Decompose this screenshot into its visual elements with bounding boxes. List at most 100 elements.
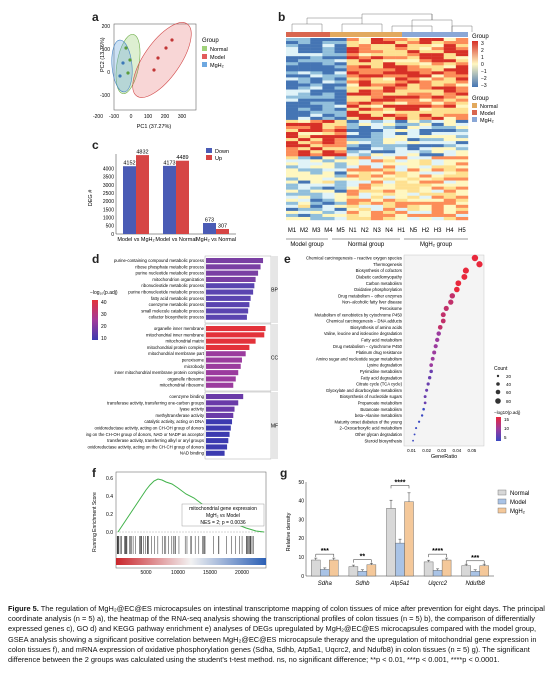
heatmap-cell [310, 104, 323, 108]
go-bar [206, 351, 246, 357]
heatmap-cell [310, 77, 323, 81]
heatmap-cell [322, 74, 335, 78]
heatmap-cell [419, 71, 432, 75]
heatmap-cell [383, 74, 396, 78]
panel-b-heatmap: Group 3 2 1 0 −1 −2 −3 Group Normal Mode… [286, 13, 498, 248]
heatmap-cell [310, 80, 323, 84]
gsea-frame [115, 471, 267, 569]
heatmap-cell [334, 41, 347, 45]
heatmap-cell [310, 201, 323, 206]
heatmap-cell [395, 156, 408, 160]
heatmap-cell [358, 80, 372, 84]
heatmap-cell [346, 38, 359, 42]
sample-label: N4 [385, 228, 393, 234]
heatmap-cell [310, 135, 323, 139]
heatmap-cell [358, 138, 372, 142]
kegg-dot [461, 273, 468, 280]
heatmap-cell [395, 113, 408, 118]
heatmap-cell [383, 183, 396, 187]
heatmap-cell [286, 153, 299, 157]
heatmap-cell [455, 77, 469, 81]
significance-mark: ** [360, 554, 366, 561]
heatmap-cell [334, 177, 347, 181]
heatmap-cell [334, 80, 347, 84]
heatmap-cell [455, 71, 469, 75]
heatmap-cell [322, 59, 335, 63]
deg-ytick: 3000 [103, 183, 114, 189]
sample-label: H5 [458, 228, 466, 234]
heatmap-cell [298, 171, 311, 175]
sample-label: N2 [361, 228, 369, 234]
heatmap-cell [310, 71, 323, 75]
count-legend-dot [495, 398, 501, 404]
heatmap-cell [346, 171, 359, 175]
heatmap-cell [455, 159, 469, 163]
sample-label: H2 [422, 228, 430, 234]
gene-label: Sdhb [355, 581, 370, 587]
heatmap-cell [310, 210, 323, 215]
deg-ytick: 500 [106, 224, 115, 230]
heatmap-cell [370, 183, 384, 187]
heatmap-cell [334, 59, 347, 63]
heatmap-scale: Group 3 2 1 0 −1 −2 −3 Group Normal Mode… [472, 34, 498, 124]
heatmap-cell [383, 207, 396, 212]
density-bar [348, 566, 359, 577]
heatmap-cell [334, 71, 347, 75]
deg-ytick: 3500 [103, 175, 114, 181]
heatmap-cell [431, 116, 444, 121]
kegg-term-label: Pyrimidine metabolism [360, 369, 403, 374]
heatmap-cell [395, 213, 408, 218]
heatmap-cell [298, 101, 311, 105]
kegg-term-label: Platinum drug resistance [356, 350, 403, 355]
go-term-label: purine nucleotide metabolic process [135, 271, 204, 276]
heatmap-cell [455, 89, 469, 93]
heatmap-cell [286, 77, 299, 81]
heatmap-cell [431, 201, 444, 206]
density-bar [366, 564, 377, 577]
heatmap-cell [334, 110, 347, 115]
heatmap-cell [346, 41, 359, 45]
heatmap-cell [334, 204, 347, 209]
heatmap-cell [298, 89, 311, 93]
heatmap-cell [443, 156, 457, 160]
significance-mark: *** [471, 555, 479, 562]
go-term-label: mitochondrion organization [152, 277, 204, 282]
go-term-label: ribose phosphate metabolic process [135, 264, 204, 269]
gsea-hit-ticks [116, 536, 254, 554]
heatmap-cell [358, 180, 372, 184]
heatmap-cell [286, 74, 299, 78]
heatmap-cell [358, 125, 372, 130]
heatmap-cell [443, 192, 457, 196]
go-bar [206, 270, 259, 276]
go-bar [206, 412, 234, 418]
heatmap-cell [383, 110, 396, 115]
heatmap-cell [383, 68, 396, 72]
heatmap-cell [407, 89, 420, 93]
heatmap-cell [322, 174, 335, 178]
heatmap-cell [443, 183, 457, 187]
heatmap-cell [310, 213, 323, 218]
go-bar [206, 344, 250, 350]
heatmap-cell [443, 104, 457, 108]
heatmap-cell [334, 168, 347, 172]
heatmap-cell [419, 125, 432, 130]
heatmap-cell [455, 110, 469, 115]
heatmap-cell [346, 125, 359, 130]
heatmap-cell [358, 71, 372, 75]
heatmap-cell [334, 125, 347, 130]
heatmap-cell [431, 41, 444, 45]
heatmap-cell [298, 174, 311, 178]
heatmap-cell [286, 68, 299, 72]
heatmap-cell [358, 216, 372, 221]
heatmap-cell [383, 189, 396, 193]
heatmap-cell [455, 44, 469, 48]
heatmap-cell [358, 101, 372, 105]
heatmap-cell [298, 47, 311, 51]
heatmap-cell [455, 171, 469, 175]
heatmap-cell [334, 147, 347, 151]
heatmap-cell [346, 68, 359, 72]
heatmap-cell [395, 59, 408, 63]
heatmap-cell [407, 47, 420, 51]
heatmap-cell [443, 213, 457, 218]
